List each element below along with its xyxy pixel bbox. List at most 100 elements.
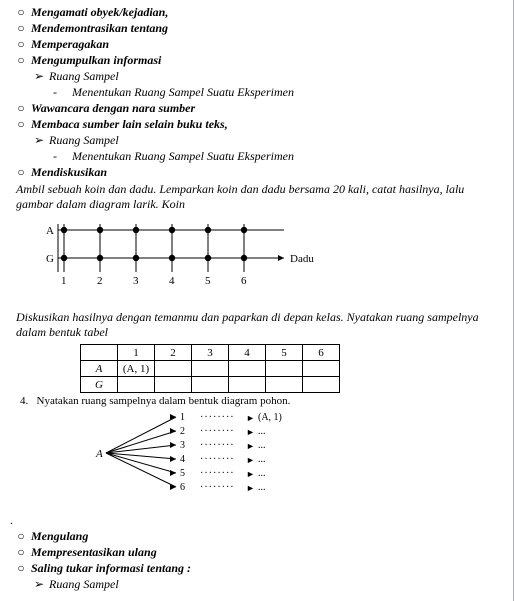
document-page: ○ Mengamati obyek/kejadian,○ Mendemontra…: [0, 0, 514, 601]
table-cell: G: [81, 377, 118, 393]
sample-table-wrap: 123456A(A, 1)G: [80, 344, 505, 393]
membaca-text: Membaca sumber lain selain buku teks,: [31, 117, 228, 131]
bullet-bottom-0: ○ Mengulang: [8, 529, 505, 544]
svg-text:4: 4: [169, 275, 175, 287]
dash-icon: -: [50, 149, 60, 164]
item4-number: 4.: [20, 395, 28, 407]
item4-text: Nyatakan ruang sampelnya dalam bentuk di…: [37, 395, 291, 407]
bullet-membaca: ○ Membaca sumber lain selain buku teks,: [8, 117, 505, 132]
svg-text:...: ...: [258, 468, 266, 479]
svg-text:►: ►: [246, 441, 255, 451]
bullet-text: Mempresentasikan ulang: [31, 545, 157, 559]
bullet-icon: ○: [14, 37, 28, 52]
lattice-svg: AG123456Dadu: [32, 218, 332, 300]
svg-text:5: 5: [180, 468, 185, 479]
bullet-text: Mengumpulkan informasi: [31, 53, 161, 67]
svg-text:2: 2: [180, 426, 185, 437]
sample-table: 123456A(A, 1)G: [80, 344, 340, 393]
bullet-icon: ○: [14, 101, 28, 116]
table-cell: [192, 377, 229, 393]
table-row: A(A, 1): [81, 361, 340, 377]
svg-text:········: ········: [200, 426, 235, 437]
bullet-mendiskusikan: ○ Mendiskusikan: [8, 165, 505, 180]
bullet-top-0: ○ Mengamati obyek/kejadian,: [8, 5, 505, 20]
svg-text:A: A: [46, 225, 54, 237]
bullet-icon: ○: [14, 165, 28, 180]
bullet-top-2: ○ Memperagakan: [8, 37, 505, 52]
table-cell: [192, 361, 229, 377]
paragraph-1: Ambil sebuah koin dan dadu. Lemparkan ko…: [16, 182, 503, 212]
bullet-icon: ○: [14, 545, 28, 560]
bullet-text: Mendemontrasikan tentang: [31, 21, 168, 35]
table-cell: [118, 377, 155, 393]
table-header-cell: 4: [229, 345, 266, 361]
svg-text:6: 6: [241, 275, 247, 287]
stray-dot: .: [10, 513, 505, 528]
bullet-icon: ○: [14, 53, 28, 68]
bullet-bottom-2: ○ Saling tukar informasi tentang :: [8, 561, 505, 576]
bullet-icon: ○: [14, 5, 28, 20]
svg-text:►: ►: [246, 413, 255, 423]
table-header-cell: 5: [266, 345, 303, 361]
table-cell: A: [81, 361, 118, 377]
table-cell: [229, 361, 266, 377]
lattice-chart: AG123456Dadu: [32, 218, 505, 304]
sub-bullet-ruang-sampel-2: ➢ Ruang Sampel: [8, 133, 505, 148]
table-cell: [229, 377, 266, 393]
table-cell: [303, 361, 340, 377]
bullet-top-3: ○ Mengumpulkan informasi: [8, 53, 505, 68]
table-header-cell: [81, 345, 118, 361]
ruang-sampel-label-3: Ruang Sampel: [49, 577, 119, 591]
arrow-icon: ➢: [32, 577, 46, 592]
numbered-item-4: 4. Nyatakan ruang sampelnya dalam bentuk…: [20, 395, 505, 407]
bullet-icon: ○: [14, 561, 28, 576]
ruang-sampel-label-2: Ruang Sampel: [49, 133, 119, 147]
svg-text:········: ········: [200, 412, 235, 423]
bullet-text: Mengamati obyek/kejadian,: [31, 5, 168, 19]
bullet-text: Mengulang: [31, 529, 88, 543]
wawancara-text: Wawancara dengan nara sumber: [31, 101, 195, 115]
sub-bullet-ruang-sampel-3: ➢ Ruang Sampel: [8, 577, 505, 592]
table-cell: [266, 361, 303, 377]
table-cell: [155, 361, 192, 377]
arrow-icon: ➢: [32, 69, 46, 84]
arrow-icon: ➢: [32, 133, 46, 148]
svg-text:········: ········: [200, 440, 235, 451]
dash-icon: -: [50, 85, 60, 100]
svg-text:►: ►: [246, 427, 255, 437]
svg-text:...: ...: [258, 440, 266, 451]
bullet-text: Saling tukar informasi tentang :: [31, 561, 191, 575]
table-cell: [155, 377, 192, 393]
table-cell: [303, 377, 340, 393]
table-header-cell: 6: [303, 345, 340, 361]
bullet-icon: ○: [14, 117, 28, 132]
svg-text:········: ········: [200, 482, 235, 493]
menentukan-label: Menentukan Ruang Sampel Suatu Eksperimen: [72, 85, 294, 99]
tree-diagram: A1········►(A, 1)2········►...3········►…: [88, 409, 505, 509]
bullet-wawancara: ○ Wawancara dengan nara sumber: [8, 101, 505, 116]
svg-text:3: 3: [180, 440, 185, 451]
bullet-top-1: ○ Mendemontrasikan tentang: [8, 21, 505, 36]
svg-text:2: 2: [97, 275, 103, 287]
paragraph-2: Diskusikan hasilnya dengan temanmu dan p…: [16, 310, 503, 340]
svg-text:1: 1: [61, 275, 67, 287]
bullet-bottom-1: ○ Mempresentasikan ulang: [8, 545, 505, 560]
svg-text:A: A: [95, 448, 103, 460]
svg-text:Dadu: Dadu: [290, 253, 314, 265]
table-cell: [266, 377, 303, 393]
svg-text:6: 6: [180, 482, 185, 493]
svg-text:...: ...: [258, 426, 266, 437]
sub-sub-bullet-menentukan: - Menentukan Ruang Sampel Suatu Eksperim…: [8, 85, 505, 100]
svg-text:········: ········: [200, 454, 235, 465]
svg-text:1: 1: [180, 412, 185, 423]
svg-text:...: ...: [258, 454, 266, 465]
tree-svg: A1········►(A, 1)2········►...3········►…: [88, 409, 318, 505]
mendiskusikan-text: Mendiskusikan: [31, 165, 107, 179]
table-cell: (A, 1): [118, 361, 155, 377]
sub-sub-bullet-menentukan-2: - Menentukan Ruang Sampel Suatu Eksperim…: [8, 149, 505, 164]
table-header-cell: 2: [155, 345, 192, 361]
menentukan-label-2: Menentukan Ruang Sampel Suatu Eksperimen: [72, 149, 294, 163]
svg-text:(A, 1): (A, 1): [258, 412, 282, 423]
svg-text:►: ►: [246, 483, 255, 493]
bullet-icon: ○: [14, 21, 28, 36]
